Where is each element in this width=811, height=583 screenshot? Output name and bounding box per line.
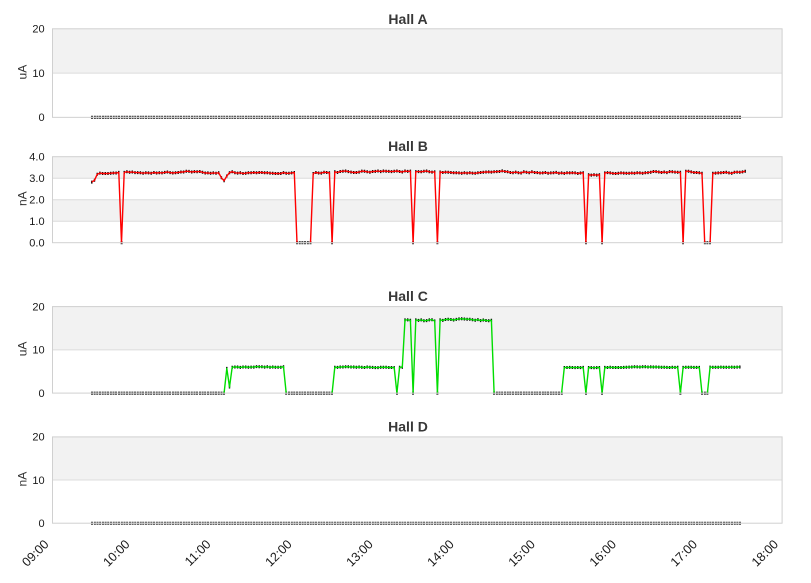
svg-text:10: 10: [32, 475, 44, 487]
svg-text:0: 0: [38, 518, 44, 530]
svg-text:20: 20: [32, 432, 44, 444]
svg-text:0: 0: [38, 388, 44, 400]
svg-text:1.0: 1.0: [29, 216, 44, 228]
svg-text:Hall B: Hall B: [388, 138, 428, 154]
svg-text:20: 20: [32, 301, 44, 313]
svg-text:3.0: 3.0: [29, 173, 44, 185]
svg-text:0.0: 0.0: [29, 238, 44, 250]
svg-text:Hall C: Hall C: [388, 288, 428, 304]
svg-text:nA: nA: [16, 472, 30, 487]
svg-text:Hall A: Hall A: [388, 11, 427, 27]
svg-text:2.0: 2.0: [29, 195, 44, 207]
svg-text:10: 10: [32, 345, 44, 357]
svg-text:uA: uA: [16, 65, 30, 80]
svg-text:nA: nA: [16, 191, 30, 206]
svg-text:0: 0: [38, 112, 44, 124]
svg-text:20: 20: [32, 24, 44, 36]
svg-text:Hall D: Hall D: [388, 418, 428, 434]
svg-text:10: 10: [32, 68, 44, 80]
svg-text:uA: uA: [16, 342, 30, 357]
svg-text:4.0: 4.0: [29, 152, 44, 164]
